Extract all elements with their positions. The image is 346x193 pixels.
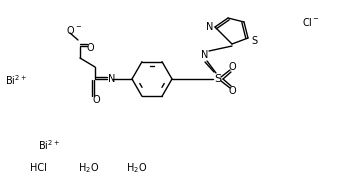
Text: O: O [86, 43, 94, 53]
Text: O: O [92, 95, 100, 105]
Text: O: O [228, 62, 236, 72]
Text: S: S [251, 36, 257, 46]
Text: S: S [215, 74, 221, 84]
Text: H$_2$O: H$_2$O [78, 161, 99, 175]
Text: O: O [228, 86, 236, 96]
Text: N: N [108, 74, 115, 84]
Text: Bi$^{2+}$: Bi$^{2+}$ [38, 138, 60, 152]
Text: N: N [206, 22, 214, 32]
Text: HCl: HCl [30, 163, 47, 173]
Text: H$_2$O: H$_2$O [126, 161, 147, 175]
Text: N: N [201, 50, 209, 60]
Text: Cl$^-$: Cl$^-$ [302, 16, 320, 28]
Text: O$^-$: O$^-$ [66, 24, 82, 36]
Text: Bi$^{2+}$: Bi$^{2+}$ [5, 73, 27, 87]
